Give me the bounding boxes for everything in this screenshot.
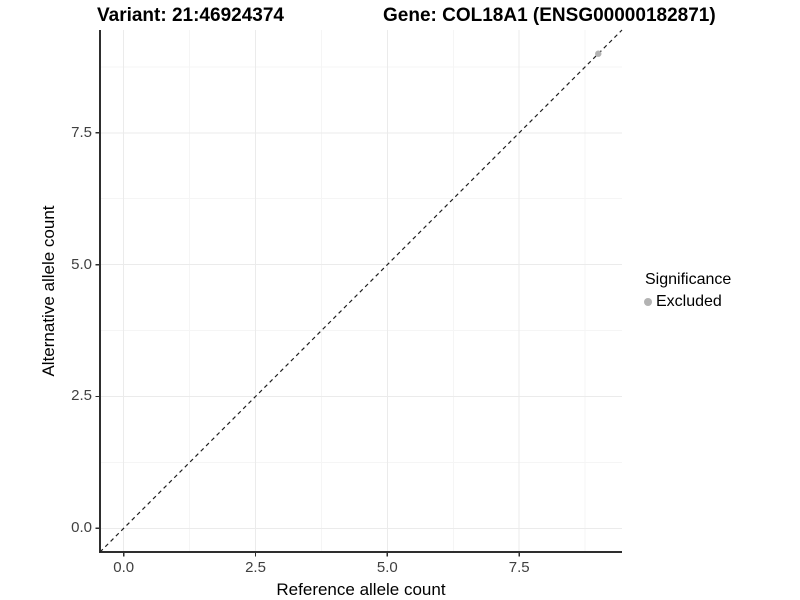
x-tick-label: 7.5 (508, 559, 530, 576)
x-tick-label: 5.0 (376, 559, 398, 576)
grid-minor-lines (100, 30, 622, 552)
x-tick-label: 0.0 (113, 559, 135, 576)
axis-lines (99, 30, 622, 553)
y-tick-label: 2.5 (71, 387, 92, 405)
legend-entry-label: Excluded (656, 293, 722, 310)
grid-major-lines (100, 30, 622, 552)
axis-tick-marks (95, 132, 520, 557)
legend: Significance Excluded (640, 270, 731, 311)
identity-line (99, 29, 623, 553)
x-axis-title: Reference allele count (276, 580, 446, 599)
legend-title: Significance (645, 271, 732, 288)
y-tick-label: 7.5 (71, 123, 92, 141)
legend-entry-excluded: Excluded (640, 292, 731, 311)
identity-dashed-line (99, 29, 623, 553)
data-points (595, 50, 602, 57)
excluded-point-icon (644, 297, 652, 306)
y-tick-label: 5.0 (71, 255, 92, 273)
x-tick-label: 2.5 (245, 559, 266, 576)
plot-title-variant: Variant: 21:46924374 (97, 5, 284, 26)
plot-title-gene: Gene: COL18A1 (ENSG00000182871) (383, 5, 716, 26)
data-point-excluded (595, 50, 602, 57)
y-tick-label: 0.0 (71, 519, 92, 537)
